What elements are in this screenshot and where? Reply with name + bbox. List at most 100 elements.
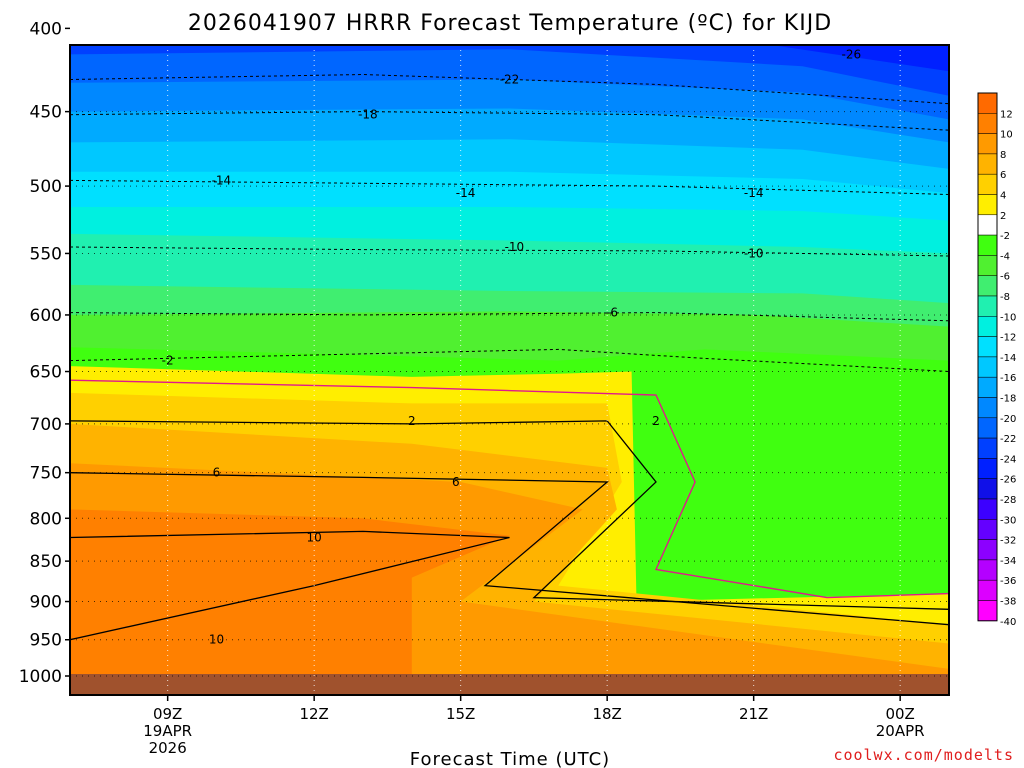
- grid-lines: [70, 45, 949, 695]
- colorbar-label: -10: [1000, 312, 1016, 323]
- plot-frame: [69, 44, 950, 696]
- colorbar-label: -2: [1000, 231, 1010, 242]
- isotherm-line-dashed: [70, 73, 949, 105]
- isotherm-line-dashed: [70, 312, 949, 322]
- colorbar-swatch: [977, 539, 998, 561]
- colorbar-label: -8: [1000, 292, 1010, 303]
- colorbar-swatch: [977, 559, 998, 581]
- isotherm-line-dashed: [70, 111, 949, 131]
- isotherm-line-solid: [70, 472, 949, 626]
- contour-label: 2: [652, 414, 660, 428]
- colorbar-swatch: [977, 295, 998, 317]
- colorbar-swatch: [977, 214, 998, 236]
- colorbar-swatch: [977, 92, 998, 114]
- colorbar-label: -16: [1000, 373, 1016, 384]
- contour-label: -2: [162, 354, 174, 368]
- y-tick-label: 450: [30, 103, 62, 123]
- contour-label: 2: [408, 414, 416, 428]
- contour-label: -14: [744, 186, 764, 200]
- colorbar-label: -26: [1000, 475, 1016, 486]
- colorbar-label: -30: [1000, 515, 1016, 526]
- colorbar-label: -28: [1000, 495, 1016, 506]
- y-tick-label: 550: [30, 244, 62, 264]
- colorbar-label: -24: [1000, 454, 1016, 465]
- colorbar-label: 12: [1000, 109, 1013, 120]
- contour-label: 10: [307, 530, 322, 544]
- y-tick-label: 1000: [19, 667, 62, 687]
- colorbar-swatch: [977, 458, 998, 479]
- colorbar-label: -20: [1000, 414, 1016, 425]
- colorbar-label: -36: [1000, 576, 1016, 587]
- temperature-fill-layers: [70, 45, 949, 695]
- contour-label: -22: [500, 72, 520, 86]
- pressure-axis: 2503003504004505005506006507007508008509…: [19, 19, 70, 687]
- colorbar-label: -32: [1000, 536, 1016, 547]
- x-axis-label: Forecast Time (UTC): [410, 749, 610, 768]
- x-tick-label: 2026: [149, 739, 187, 757]
- colorbar-swatch: [977, 113, 998, 134]
- y-tick-label: 600: [30, 306, 62, 326]
- colorbar-label: 10: [1000, 130, 1013, 141]
- colorbar-swatch: [977, 498, 998, 520]
- colorbar-swatch: [977, 417, 998, 439]
- colorbar-label: -12: [1000, 333, 1016, 344]
- colorbar-label: -18: [1000, 394, 1016, 405]
- colorbar-swatch: [977, 356, 998, 378]
- y-tick-label: 900: [30, 593, 62, 613]
- colorbar-label: 2: [1000, 211, 1006, 222]
- x-tick-label: 18Z: [592, 705, 621, 723]
- contour-label: -26: [842, 47, 862, 61]
- colorbar-swatch: [977, 376, 998, 398]
- x-tick-label: 15Z: [446, 705, 475, 723]
- isotherm-line-dashed: [70, 348, 949, 372]
- y-tick-label: 800: [30, 509, 62, 529]
- y-tick-label: 750: [30, 464, 62, 484]
- y-tick-label: 850: [30, 552, 62, 572]
- x-tick-label: 12Z: [299, 705, 328, 723]
- colorbar-swatch: [977, 173, 998, 195]
- x-tick-label: 00Z: [885, 705, 914, 723]
- isotherm-line-dashed: [70, 179, 949, 195]
- colorbar-swatch: [977, 275, 998, 297]
- source-credit[interactable]: coolwx.com/modelts: [833, 746, 1014, 764]
- colorbar-swatch: [977, 397, 998, 419]
- y-tick-label: 650: [30, 363, 62, 383]
- colorbar-swatch: [977, 437, 998, 459]
- contour-label: -6: [606, 306, 618, 320]
- y-tick-label: 700: [30, 415, 62, 435]
- colorbar-label: 4: [1000, 191, 1006, 202]
- contour-label: -10: [744, 246, 764, 260]
- colorbar-swatch: [977, 579, 998, 601]
- colorbar-label: -4: [1000, 251, 1010, 262]
- colorbar-swatch: [977, 316, 998, 337]
- colorbar-label: 8: [1000, 150, 1006, 161]
- x-tick-label: 20APR: [876, 722, 925, 740]
- contour-label: -14: [456, 186, 476, 200]
- colorbar-frame: [977, 92, 998, 622]
- colorbar-label: -38: [1000, 597, 1016, 608]
- y-tick-label: 950: [30, 631, 62, 651]
- colorbar-label: -14: [1000, 353, 1016, 364]
- contour-label: 10: [209, 633, 224, 647]
- colorbar-swatch: [977, 133, 998, 155]
- colorbar-label: -22: [1000, 434, 1016, 445]
- temperature-band: [70, 509, 510, 695]
- colorbar-swatch: [977, 478, 998, 500]
- x-tick-label: 09Z: [153, 705, 182, 723]
- plot-area: -58-54-54-50-46-38-34-26-26-22-18-14-14-…: [70, 45, 949, 695]
- x-tick-label: 19APR: [143, 722, 192, 740]
- colorbar-label: -40: [1000, 617, 1016, 628]
- chart-title: 2026041907 HRRR Forecast Temperature (ºC…: [188, 11, 832, 36]
- colorbar-swatch: [977, 255, 998, 276]
- y-tick-label: 500: [30, 177, 62, 197]
- isotherm-line-solid: [70, 420, 949, 610]
- contour-label: -18: [358, 108, 378, 122]
- colorbar-swatch: [977, 234, 998, 256]
- colorbar-swatch: [977, 600, 998, 622]
- colorbar-swatch: [977, 519, 998, 540]
- contour-labels: -58-54-54-50-46-38-34-26-26-22-18-14-14-…: [162, 47, 862, 647]
- colorbar-swatch: [977, 336, 998, 358]
- y-tick-label: 400: [30, 19, 62, 39]
